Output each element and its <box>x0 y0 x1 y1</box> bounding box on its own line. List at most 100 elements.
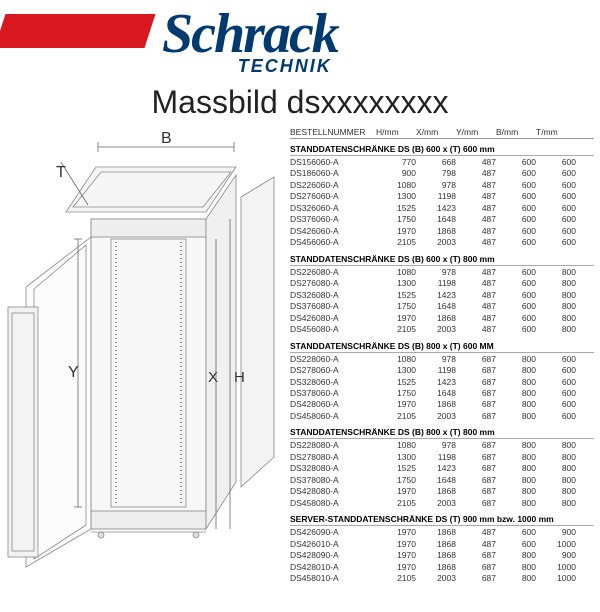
cell: 687 <box>456 377 496 388</box>
cell: 1525 <box>376 377 416 388</box>
cell: 487 <box>456 290 496 301</box>
cell: 800 <box>496 411 536 422</box>
cell: DS426060-A <box>290 226 376 237</box>
table-row: DS186060-A900798487600600 <box>290 168 594 179</box>
cell: 1970 <box>376 226 416 237</box>
cell: DS278060-A <box>290 365 376 376</box>
cell: 600 <box>536 377 576 388</box>
cell: DS456080-A <box>290 324 376 335</box>
cell: 800 <box>536 290 576 301</box>
cell: 600 <box>496 157 536 168</box>
cell: 900 <box>536 527 576 538</box>
cell: 1970 <box>376 550 416 561</box>
cell: 1970 <box>376 486 416 497</box>
table-row: DS458010-A210520036878001000 <box>290 573 594 584</box>
cell: 1970 <box>376 399 416 410</box>
table-row: DS278060-A13001198687800600 <box>290 365 594 376</box>
cell: 600 <box>496 168 536 179</box>
cell: 800 <box>496 399 536 410</box>
cell: 1648 <box>416 214 456 225</box>
cell: 798 <box>416 168 456 179</box>
cell: 1648 <box>416 388 456 399</box>
cell: DS226080-A <box>290 267 376 278</box>
cell: 600 <box>536 226 576 237</box>
cell: 800 <box>536 475 576 486</box>
cell: 1750 <box>376 475 416 486</box>
cell: DS458080-A <box>290 498 376 509</box>
cell: 900 <box>376 168 416 179</box>
cell: 687 <box>456 550 496 561</box>
cell: 800 <box>496 354 536 365</box>
table-row: DS378080-A17501648687800800 <box>290 475 594 486</box>
cell: 668 <box>416 157 456 168</box>
cell: 600 <box>536 168 576 179</box>
cell: 1198 <box>416 191 456 202</box>
cell: 1868 <box>416 539 456 550</box>
cell: 1300 <box>376 191 416 202</box>
cell: 487 <box>456 313 496 324</box>
cell: 800 <box>536 498 576 509</box>
cell: 2003 <box>416 411 456 422</box>
table-header: BESTELLNUMMER H/mm X/mm Y/mm B/mm T/mm <box>290 127 594 139</box>
table-row: DS426060-A19701868487600600 <box>290 226 594 237</box>
cell: 487 <box>456 301 496 312</box>
col-t: T/mm <box>536 127 576 137</box>
cell: DS426010-A <box>290 539 376 550</box>
section-title: STANDDATENSCHRÄNKE DS (B) 800 x (T) 600 … <box>290 341 594 353</box>
cell: DS456060-A <box>290 237 376 248</box>
cell: 600 <box>536 399 576 410</box>
cell: 1648 <box>416 475 456 486</box>
table-row: DS428060-A19701868687800600 <box>290 399 594 410</box>
table-row: DS428090-A19701868687800900 <box>290 550 594 561</box>
table-row: DS326080-A15251423487600800 <box>290 290 594 301</box>
cell: 600 <box>536 214 576 225</box>
table-row: DS328080-A15251423687800800 <box>290 463 594 474</box>
cell: 1648 <box>416 301 456 312</box>
cell: 1080 <box>376 354 416 365</box>
cell: 1868 <box>416 562 456 573</box>
table-row: DS428080-A19701868687800800 <box>290 486 594 497</box>
dim-y: Y <box>68 364 79 381</box>
cell: 1970 <box>376 527 416 538</box>
cell: 600 <box>496 527 536 538</box>
cell: 800 <box>536 452 576 463</box>
header: Schrack TECHNIK <box>0 0 600 82</box>
cell: 487 <box>456 168 496 179</box>
cell: 600 <box>496 267 536 278</box>
cell: DS426080-A <box>290 313 376 324</box>
cell: 1300 <box>376 365 416 376</box>
table-row: DS426010-A197018684876001000 <box>290 539 594 550</box>
cell: 600 <box>496 180 536 191</box>
table-row: DS276060-A13001198487600600 <box>290 191 594 202</box>
col-h: H/mm <box>376 127 416 137</box>
cell: DS428010-A <box>290 562 376 573</box>
logo: Schrack TECHNIK <box>162 2 338 77</box>
cell: 1300 <box>376 452 416 463</box>
col-part: BESTELLNUMMER <box>290 127 376 137</box>
col-x: X/mm <box>416 127 456 137</box>
cell: 1525 <box>376 203 416 214</box>
cell: 600 <box>536 180 576 191</box>
cell: DS428080-A <box>290 486 376 497</box>
cell: 2105 <box>376 324 416 335</box>
cell: 1750 <box>376 301 416 312</box>
cell: DS328060-A <box>290 377 376 388</box>
cell: 687 <box>456 452 496 463</box>
cell: 1000 <box>536 573 576 584</box>
cell: 800 <box>496 498 536 509</box>
cell: 600 <box>496 290 536 301</box>
cell: 1525 <box>376 290 416 301</box>
cell: 1080 <box>376 267 416 278</box>
cell: 1423 <box>416 203 456 214</box>
cell: DS426090-A <box>290 527 376 538</box>
table-row: DS456060-A21052003487600600 <box>290 237 594 248</box>
cell: 600 <box>496 214 536 225</box>
cell: 800 <box>496 365 536 376</box>
content: B T Y X H BESTELLNUMMER H/mm X/mm Y/mm B… <box>0 121 600 607</box>
cell: 600 <box>536 388 576 399</box>
cell: 600 <box>536 191 576 202</box>
cell: DS276080-A <box>290 278 376 289</box>
cell: 1423 <box>416 377 456 388</box>
cell: 487 <box>456 267 496 278</box>
table-row: DS326060-A15251423487600600 <box>290 203 594 214</box>
